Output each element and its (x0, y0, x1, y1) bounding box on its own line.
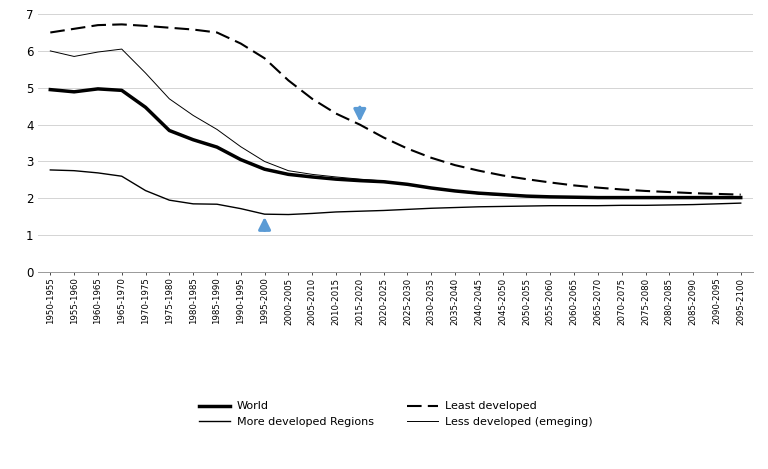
Legend: World, More developed Regions, Least developed, Less developed (emeging): World, More developed Regions, Least dev… (199, 401, 592, 427)
